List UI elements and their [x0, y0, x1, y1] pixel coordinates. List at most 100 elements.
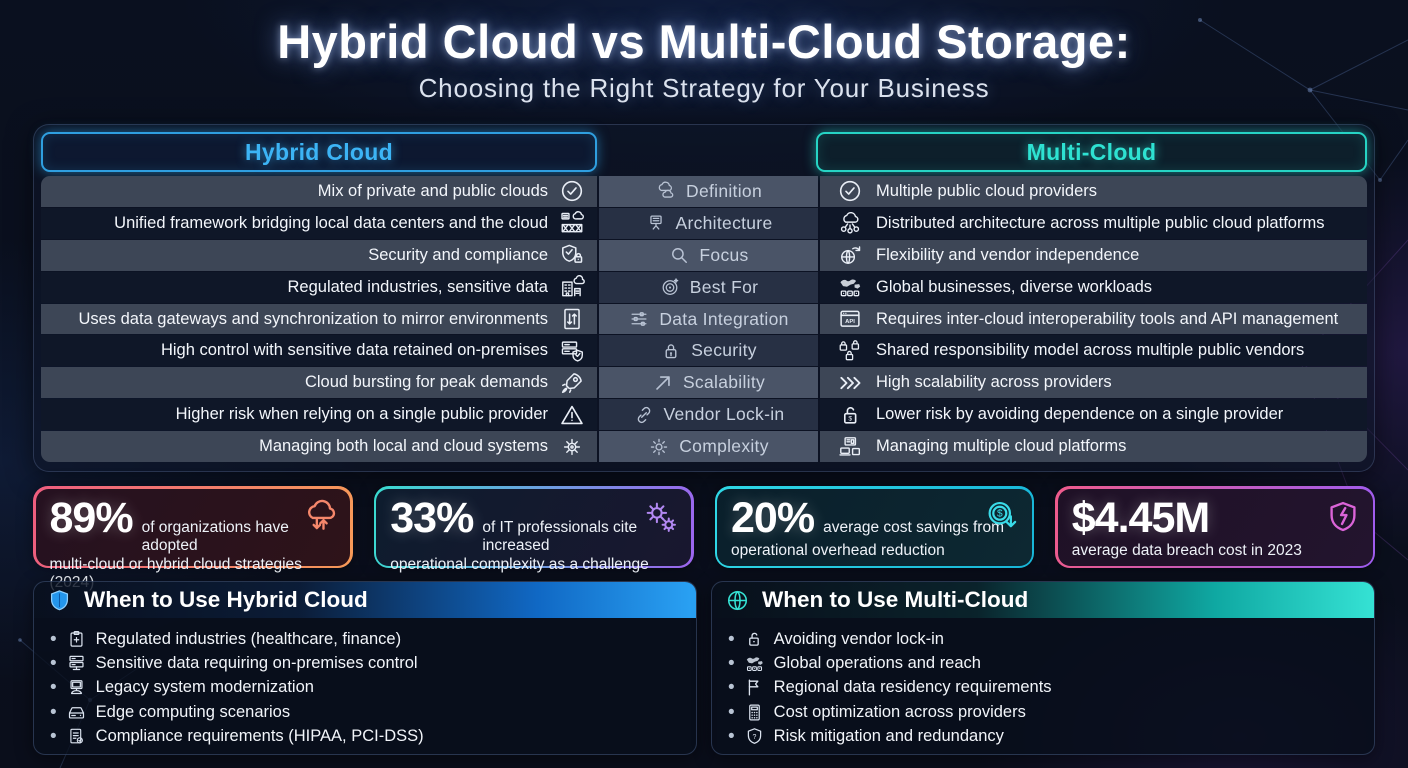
chain-link-icon	[633, 404, 655, 426]
breach-shield-icon	[1324, 498, 1362, 536]
document-sync-icon	[559, 306, 585, 332]
category-cell: Security	[599, 335, 818, 367]
list-item: • Global operations and reach	[728, 651, 1358, 675]
bullet-dot: •	[728, 653, 735, 675]
table-header-row: Hybrid Cloud Multi-Cloud	[41, 132, 1367, 172]
cost-savings-icon	[983, 498, 1021, 536]
table-row-definition: Mix of private and public clouds Definit…	[41, 176, 1367, 207]
when-to-use-hybrid-section: When to Use Hybrid Cloud • Regulated ind…	[33, 581, 697, 755]
shield-check-icon	[559, 242, 585, 268]
hybrid-value: Higher risk when relying on a single pub…	[175, 405, 548, 424]
stat-value: $4.45M	[1071, 493, 1210, 542]
multi-cloud-header: Multi-Cloud	[816, 132, 1367, 172]
table-row-best-for: Regulated industries, sensitive data Bes…	[41, 271, 1367, 303]
stat-card-complexity: 33% of IT professionals cite increased o…	[373, 486, 694, 573]
unlock-icon	[744, 629, 765, 650]
list-item-label: Risk mitigation and redundancy	[773, 727, 1004, 746]
multi-cell: Requires inter-cloud interoperability to…	[820, 303, 1367, 335]
clouds-icon	[655, 180, 677, 202]
stat-label: of organizations have adopted	[141, 518, 289, 554]
category-cell: Complexity	[599, 431, 818, 462]
category-cell: Architecture	[599, 207, 818, 239]
globe-icon	[725, 588, 750, 613]
multi-cell: Flexibility and vendor independence	[820, 239, 1367, 271]
hybrid-value: Regulated industries, sensitive data	[287, 277, 549, 296]
list-item-label: Global operations and reach	[773, 654, 981, 673]
target-icon	[659, 276, 681, 298]
header-spacer	[597, 132, 816, 172]
bridge-architecture-icon	[559, 210, 585, 236]
table-row-architecture: Unified framework bridging local data ce…	[41, 207, 1367, 239]
table-row-security: High control with sensitive data retaine…	[41, 335, 1367, 367]
risk-shield-icon	[744, 726, 765, 747]
world-map-icon	[837, 274, 863, 300]
multi-value: Shared responsibility model across multi…	[876, 341, 1305, 360]
bullet-dot: •	[50, 677, 57, 699]
chevrons-right-icon	[837, 370, 863, 396]
warning-triangle-icon	[559, 402, 585, 428]
hybrid-value: Unified framework bridging local data ce…	[114, 213, 548, 232]
flag-icon	[744, 677, 765, 698]
list-item-label: Regulated industries (healthcare, financ…	[95, 629, 402, 648]
multi-cell: High scalability across providers	[820, 367, 1367, 399]
list-item-label: Sensitive data requiring on-premises con…	[95, 654, 418, 673]
multi-value: Multiple public cloud providers	[876, 181, 1098, 200]
gear-icon	[648, 436, 670, 458]
category-label: Data Integration	[659, 308, 789, 329]
table-rows: Mix of private and public clouds Definit…	[41, 176, 1367, 462]
hybrid-cell: Cloud bursting for peak demands	[41, 367, 597, 399]
api-icon	[837, 306, 863, 332]
bullet-dot: •	[728, 701, 735, 723]
check-circle-icon	[559, 178, 585, 204]
magnifier-icon	[668, 244, 690, 266]
category-label: Architecture	[675, 212, 773, 233]
table-row-focus: Security and compliance Focus Flexibilit…	[41, 239, 1367, 271]
table-row-vendor-lock-in: Higher risk when relying on a single pub…	[41, 399, 1367, 431]
category-label: Focus	[699, 244, 749, 265]
list-item: • Regional data residency requirements	[728, 676, 1358, 700]
hybrid-cloud-header: Hybrid Cloud	[41, 132, 597, 172]
stats-row: 89% of organizations have adopted multi-…	[33, 486, 1375, 591]
category-label: Definition	[686, 180, 762, 201]
section-title: When to Use Multi-Cloud	[762, 587, 1029, 612]
page-subtitle: Choosing the Right Strategy for Your Bus…	[418, 73, 990, 103]
globe-sync-icon	[837, 242, 863, 268]
stat-label: average data breach cost in 2023	[1071, 541, 1302, 559]
hybrid-cell: Security and compliance	[41, 239, 597, 271]
list-item-label: Edge computing scenarios	[95, 702, 291, 721]
stat-card-breach-cost: $4.45M average data breach cost in 2023	[1055, 486, 1375, 568]
compliance-doc-icon	[66, 726, 87, 747]
page-title: Hybrid Cloud vs Multi-Cloud Storage:	[277, 15, 1131, 68]
lock-icon	[660, 340, 682, 362]
category-cell: Focus	[599, 239, 818, 271]
multi-section-header: When to Use Multi-Cloud	[712, 582, 1374, 618]
unlock-dollar-icon	[837, 402, 863, 428]
list-item-label: Legacy system modernization	[95, 678, 314, 697]
table-row-complexity: Managing both local and cloud systems Co…	[41, 431, 1367, 462]
list-item: • Regulated industries (healthcare, fina…	[50, 627, 680, 651]
bullet-dot: •	[50, 726, 57, 748]
multi-use-list: • Avoiding vendor lock-in • Global opera…	[712, 618, 1374, 749]
rocket-icon	[559, 370, 585, 396]
stat-label: of IT professionals cite increased	[482, 518, 638, 554]
category-cell: Scalability	[599, 367, 818, 399]
hybrid-section-header: When to Use Hybrid Cloud	[34, 582, 696, 618]
multi-cell: Shared responsibility model across multi…	[820, 335, 1367, 367]
edge-device-icon	[66, 702, 87, 723]
server-icon	[66, 653, 87, 674]
list-item: • Sensitive data requiring on-premises c…	[50, 651, 680, 675]
hybrid-cell: Regulated industries, sensitive data	[41, 271, 597, 303]
list-item: • Cost optimization across providers	[728, 700, 1358, 724]
bullet-dot: •	[728, 628, 735, 650]
category-label: Scalability	[682, 372, 766, 393]
multi-value: Global businesses, diverse workloads	[876, 277, 1153, 296]
hybrid-value: Cloud bursting for peak demands	[304, 373, 548, 392]
hybrid-value: Uses data gateways and synchronization t…	[78, 309, 548, 328]
stat-card-adoption: 89% of organizations have adopted multi-…	[33, 486, 353, 591]
list-item: • Avoiding vendor lock-in	[728, 627, 1358, 651]
building-cloud-icon	[559, 274, 585, 300]
shield-icon	[47, 588, 72, 613]
category-cell: Definition	[599, 176, 818, 207]
hybrid-cell: Mix of private and public clouds	[41, 176, 597, 207]
